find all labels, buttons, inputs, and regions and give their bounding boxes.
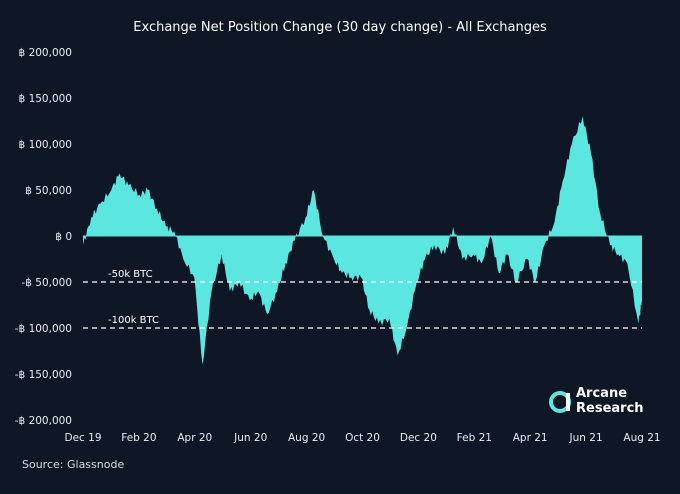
x-tick-label: Aug 20 — [288, 432, 325, 444]
y-tick-label: -฿ 150,000 — [15, 369, 72, 381]
net-position-area — [83, 116, 642, 365]
x-tick-label: Dec 19 — [64, 432, 101, 444]
x-axis-ticks: Dec 19 Feb 20 Apr 20 Jun 20 Aug 20 Oct 20 Dec … — [64, 432, 660, 444]
reference-line-label: -50k BTC — [108, 269, 153, 280]
y-tick-label: -฿ 200,000 — [15, 415, 72, 427]
x-tick-label: Oct 20 — [345, 432, 380, 444]
y-tick-label: ฿ 0 — [55, 231, 72, 243]
y-tick-label: -฿ 100,000 — [15, 323, 72, 335]
x-tick-label: Feb 21 — [457, 432, 492, 444]
y-tick-label: ฿ 100,000 — [19, 139, 72, 151]
x-tick-label: Dec 20 — [400, 432, 437, 444]
reference-lines: -50k BTC -100k BTC — [83, 269, 642, 329]
x-tick-label: Apr 21 — [513, 432, 548, 444]
brand-name: Arcane Research — [576, 386, 644, 416]
x-tick-label: Jun 21 — [569, 432, 603, 444]
x-tick-label: Apr 20 — [177, 432, 212, 444]
arcane-logo-icon — [549, 391, 571, 413]
reference-line-label: -100k BTC — [108, 315, 159, 326]
brand-logo: Arcane Research — [548, 385, 658, 421]
y-tick-label: ฿ 50,000 — [25, 185, 72, 197]
y-tick-label: ฿ 200,000 — [19, 47, 72, 59]
x-tick-label: Feb 20 — [121, 432, 156, 444]
x-tick-label: Jun 20 — [233, 432, 267, 444]
chart-title: Exchange Net Position Change (30 day cha… — [133, 20, 547, 35]
y-axis-ticks: ฿ 200,000 ฿ 150,000 ฿ 100,000 ฿ 50,000 ฿ 0 -฿… — [15, 47, 72, 427]
y-tick-label: ฿ 150,000 — [19, 93, 72, 105]
x-tick-label: Aug 21 — [623, 432, 660, 444]
source-note: Source: Glassnode — [22, 458, 125, 471]
y-tick-label: -฿ 50,000 — [21, 277, 72, 289]
